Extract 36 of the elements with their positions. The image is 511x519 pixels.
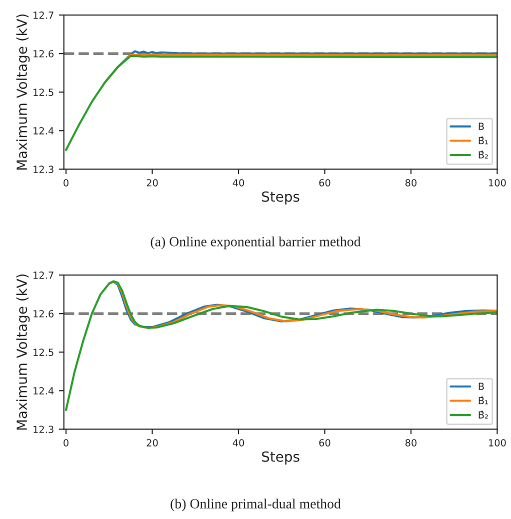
legend-label: B̂₂: [478, 150, 488, 158]
x-tick-label: 20: [146, 179, 158, 186]
y-tick-label: 12.3: [34, 166, 54, 174]
y-tick-label: 12.4: [34, 387, 54, 394]
y-tick-label: 12.7: [34, 272, 54, 279]
x-tick-label: 80: [405, 439, 417, 446]
legend-label: B: [478, 122, 484, 130]
x-tick-label: 40: [232, 179, 244, 186]
y-tick-label: 12.5: [34, 88, 54, 96]
legend-label: B̂₁: [478, 136, 488, 144]
y-tick-label: 12.5: [34, 348, 54, 356]
legend-label: B: [478, 382, 484, 390]
x-tick-label: 0: [64, 439, 68, 446]
text: (b) Online primal-dual method: [170, 498, 341, 512]
x-axis-title: Steps: [262, 191, 300, 205]
x-tick-label: 80: [405, 179, 417, 186]
x-tick-label: 20: [146, 439, 158, 446]
x-tick-label: 40: [232, 439, 244, 446]
y-tick-label: 12.3: [34, 426, 54, 434]
legend-label: B̂₁: [478, 396, 488, 404]
y-tick-label: 12.6: [34, 50, 54, 58]
y-axis-title: Maximum Voltage (kV): [16, 274, 30, 430]
legend-label: B̂₂: [478, 410, 488, 418]
x-tick-label: 60: [319, 439, 330, 446]
x-tick-label: 0: [64, 179, 68, 186]
line-series: [64, 54, 498, 151]
x-tick-label: 60: [319, 179, 330, 186]
x-tick-label: 100: [488, 439, 506, 446]
y-tick-label: 12.6: [34, 310, 54, 318]
y-axis-title: Maximum Voltage (kV): [16, 14, 30, 170]
y-tick-label: 12.7: [34, 12, 54, 19]
text: (a) Online exponential barrier method: [150, 236, 361, 250]
y-tick-label: 12.4: [34, 127, 54, 134]
line-series: [64, 280, 498, 411]
x-axis-title: Steps: [262, 451, 300, 465]
x-tick-label: 100: [488, 179, 506, 186]
